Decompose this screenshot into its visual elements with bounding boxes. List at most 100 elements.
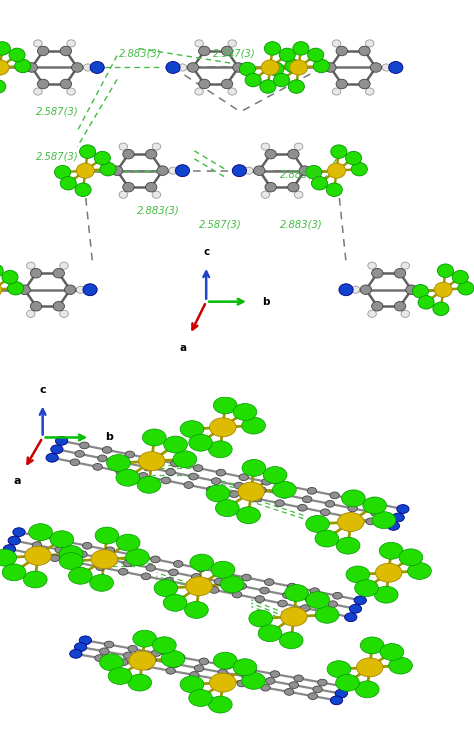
Circle shape (189, 689, 212, 706)
Circle shape (221, 46, 233, 56)
Circle shape (306, 515, 329, 532)
Circle shape (401, 262, 410, 269)
Circle shape (187, 582, 196, 589)
Circle shape (288, 182, 299, 192)
Circle shape (0, 60, 9, 75)
Circle shape (209, 696, 232, 713)
Circle shape (261, 684, 270, 691)
Circle shape (0, 80, 6, 93)
Circle shape (37, 534, 46, 540)
Circle shape (308, 49, 324, 62)
Circle shape (79, 636, 91, 645)
Circle shape (301, 605, 310, 612)
Circle shape (142, 663, 152, 670)
Circle shape (379, 542, 403, 559)
Circle shape (233, 62, 244, 72)
Circle shape (360, 285, 372, 295)
Circle shape (70, 459, 80, 466)
Circle shape (152, 143, 161, 150)
Circle shape (123, 652, 133, 659)
Circle shape (60, 79, 72, 89)
Circle shape (354, 596, 366, 605)
Circle shape (289, 682, 299, 689)
Circle shape (328, 600, 337, 608)
Circle shape (46, 453, 58, 462)
Circle shape (60, 538, 69, 545)
Circle shape (116, 534, 140, 551)
Circle shape (320, 509, 330, 516)
Circle shape (82, 542, 92, 549)
Circle shape (311, 176, 328, 190)
Circle shape (337, 512, 364, 531)
Circle shape (306, 592, 329, 609)
Circle shape (51, 445, 63, 453)
Circle shape (223, 662, 232, 669)
Circle shape (74, 642, 87, 651)
Circle shape (67, 40, 75, 47)
Circle shape (242, 417, 265, 434)
Circle shape (452, 270, 468, 284)
Circle shape (213, 652, 237, 669)
Circle shape (133, 630, 156, 647)
Circle shape (365, 40, 374, 47)
Circle shape (238, 482, 264, 501)
Circle shape (190, 554, 214, 571)
Circle shape (336, 79, 347, 89)
Circle shape (242, 673, 265, 689)
Circle shape (102, 447, 112, 453)
Circle shape (348, 505, 357, 512)
Circle shape (239, 474, 248, 481)
Circle shape (268, 62, 284, 76)
Circle shape (34, 40, 42, 47)
Circle shape (53, 268, 64, 278)
Circle shape (323, 609, 333, 616)
Circle shape (59, 545, 83, 562)
Text: 2.587(3): 2.587(3) (213, 49, 256, 59)
Circle shape (216, 500, 239, 517)
Circle shape (311, 167, 319, 174)
Circle shape (72, 62, 83, 72)
Circle shape (164, 436, 187, 453)
Circle shape (368, 310, 376, 318)
Circle shape (60, 46, 72, 56)
Circle shape (2, 564, 26, 581)
Circle shape (166, 62, 180, 74)
Circle shape (207, 486, 216, 493)
Circle shape (232, 591, 242, 598)
Circle shape (351, 162, 367, 176)
Circle shape (60, 176, 76, 190)
Circle shape (95, 527, 119, 544)
Circle shape (372, 268, 383, 278)
Circle shape (313, 60, 329, 73)
Circle shape (91, 550, 118, 569)
Circle shape (239, 62, 255, 76)
Circle shape (175, 165, 190, 176)
Text: a: a (14, 476, 21, 486)
Circle shape (143, 464, 153, 471)
Circle shape (199, 79, 210, 89)
Circle shape (141, 573, 151, 580)
Circle shape (90, 62, 104, 74)
Text: 2.883(3): 2.883(3) (137, 205, 180, 215)
Circle shape (242, 459, 266, 476)
Circle shape (229, 491, 239, 498)
Circle shape (219, 570, 228, 576)
Circle shape (330, 696, 343, 705)
Circle shape (375, 501, 385, 508)
Circle shape (254, 166, 265, 176)
Circle shape (111, 166, 123, 176)
Circle shape (335, 689, 347, 698)
Circle shape (128, 674, 152, 691)
Circle shape (83, 284, 97, 295)
Circle shape (50, 531, 73, 548)
Circle shape (116, 469, 140, 486)
Circle shape (288, 80, 304, 93)
Circle shape (327, 661, 351, 678)
Circle shape (206, 485, 230, 502)
Circle shape (418, 286, 426, 293)
Circle shape (245, 74, 261, 87)
Circle shape (37, 79, 49, 89)
Circle shape (184, 481, 193, 488)
Circle shape (90, 575, 113, 591)
Circle shape (173, 561, 183, 567)
